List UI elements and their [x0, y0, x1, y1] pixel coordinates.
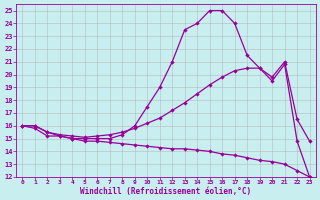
X-axis label: Windchill (Refroidissement éolien,°C): Windchill (Refroidissement éolien,°C): [80, 187, 252, 196]
